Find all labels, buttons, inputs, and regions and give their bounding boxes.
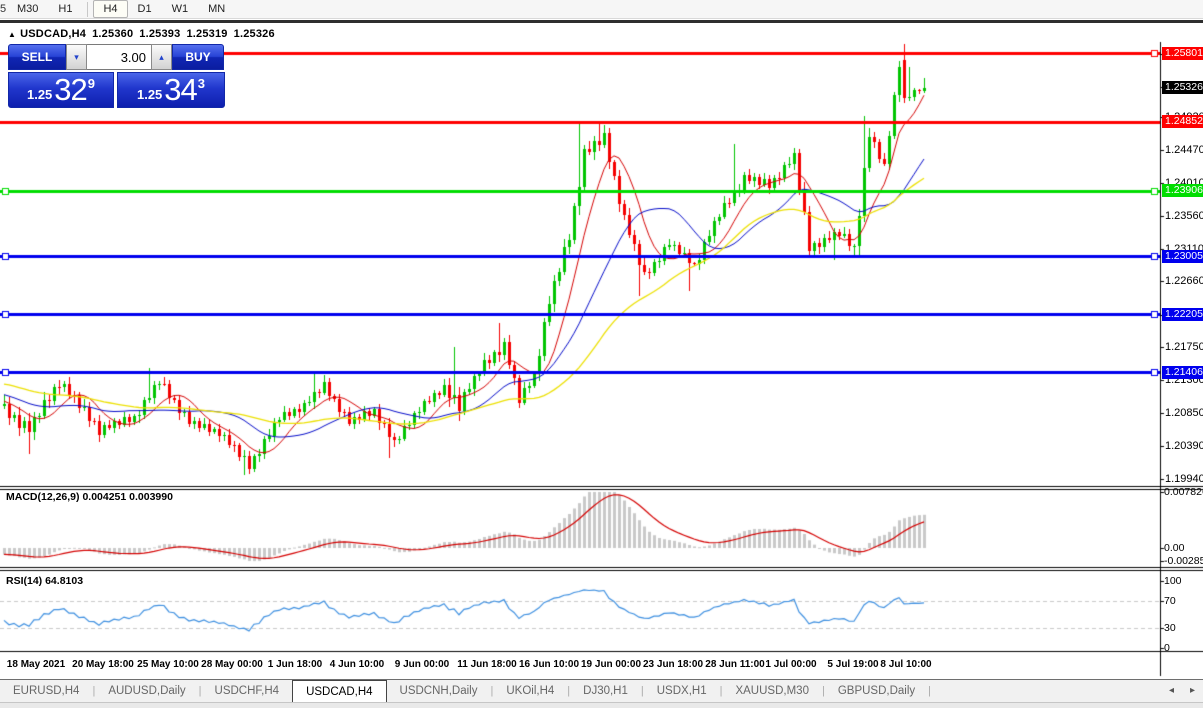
chart-title: ▲ USDCAD,H4 1.25360 1.25393 1.25319 1.25326 [8,28,281,40]
sell-price-prefix: 1.25 [26,87,53,102]
time-axis-label: 4 Jun 10:00 [329,659,385,670]
price-scale-tick: 1.20390 [1165,440,1203,453]
hline-price-label: 1.22205 [1162,307,1203,321]
macd-label: MACD(12,26,9) 0.004251 0.003990 [6,491,173,503]
tab-separator: | [198,685,202,697]
macd-scale-label: 0.007826 [1164,486,1203,498]
triangle-up-icon: ▴ [159,51,164,62]
tab-audusd-daily[interactable]: AUDUSD,Daily [108,685,186,697]
tab-ukoil-h4[interactable]: UKOil,H4 [506,685,555,697]
price-scale-tick: 1.21750 [1165,341,1203,354]
tab-separator: | [719,685,723,697]
symbol-tabbar: EURUSD,H4 | AUDUSD,Daily | USDCHF,H4 USDCAD,H… [0,679,1203,702]
time-axis-label: 18 May 2021 [6,659,66,670]
sell-button[interactable]: SELL [8,44,66,70]
buy-price-big: 34 [164,72,197,107]
tab-separator: | [640,685,644,697]
buy-price-prefix: 1.25 [136,87,163,102]
rsi-scale-label: 70 [1164,595,1176,607]
tab-separator: | [928,685,932,697]
sell-price-big: 32 [54,72,87,107]
tab-separator: | [567,685,571,697]
time-axis-label: 8 Jul 10:00 [880,659,932,670]
tab-usdcnh-daily[interactable]: USDCNH,Daily [399,685,478,697]
time-axis-label: 9 Jun 00:00 [394,659,450,670]
tab-xauusd-m30[interactable]: XAUUSD,M30 [735,685,809,697]
time-axis-label: 11 Jun 18:00 [457,659,517,670]
tabs-scroll-left-icon[interactable]: ◂ [1168,685,1174,696]
time-axis-label: 5 Jul 19:00 [827,659,879,670]
tabbar-nav: ◂ ▸ [1169,679,1195,702]
sell-price-panel[interactable]: 1.25 32 9 [8,72,114,108]
time-axis-label: 16 Jun 10:00 [518,659,580,670]
tab-separator: | [92,685,96,697]
tab-usdx-h1[interactable]: USDX,H1 [656,685,707,697]
price-scale-tick: 1.23560 [1165,209,1203,222]
price-scale-tick: 1.24470 [1165,143,1203,156]
time-axis-label: 23 Jun 18:00 [642,659,704,670]
ohlc-open: 1.25360 [92,28,134,40]
rsi-scale-label: 100 [1164,575,1182,587]
price-scale-tick: 1.22660 [1165,275,1203,288]
price-scale-tick: 1.19940 [1165,473,1203,486]
tab-separator: | [490,685,494,697]
buy-price-pip: 3 [197,76,206,91]
macd-scale-label: -0.002859 [1164,555,1203,567]
time-axis-label: 28 May 00:00 [201,659,263,670]
rsi-label: RSI(14) 64.8103 [6,575,84,587]
hline-price-label: 1.23906 [1162,184,1203,198]
buy-button[interactable]: BUY [172,44,224,70]
time-axis-label: 19 Jun 00:00 [580,659,642,670]
time-axis-label: 20 May 18:00 [72,659,134,670]
volume-increase-button[interactable]: ▴ [151,44,172,70]
tab-usdchf-h4[interactable]: USDCHF,H4 [214,685,280,697]
time-axis-label: 1 Jun 18:00 [267,659,323,670]
hline-price-label: 1.21406 [1162,365,1203,379]
hline-price-label: 1.24852 [1162,115,1203,129]
time-axis-label: 28 Jun 11:00 [705,659,765,670]
tab-usdcad-h4[interactable]: USDCAD,H4 [292,680,387,702]
volume-input[interactable] [87,44,151,70]
price-scale-tick: 1.20850 [1165,406,1203,419]
hline-price-label: 1.25801 [1162,46,1203,60]
rsi-scale-label: 0 [1164,642,1170,654]
ohlc-low: 1.25319 [186,28,228,40]
tab-gbpusd-daily[interactable]: GBPUSD,Daily [837,685,916,697]
tab-dj30-h1[interactable]: DJ30,H1 [583,685,628,697]
triangle-down-icon: ▾ [74,51,79,62]
chart-symbol: USDCAD,H4 [20,28,87,40]
ohlc-close: 1.25326 [233,28,275,40]
current-price-label: 1.25326 [1162,81,1203,95]
macd-scale-label: 0.00 [1164,542,1185,554]
volume-decrease-button[interactable]: ▾ [66,44,87,70]
tabs-scroll-right-icon[interactable]: ▸ [1189,685,1195,696]
buy-price-panel[interactable]: 1.25 34 3 [117,72,225,108]
tab-separator: | [821,685,825,697]
sell-price-pip: 9 [87,76,96,91]
rsi-scale-label: 30 [1164,622,1176,634]
time-axis-label: 1 Jul 00:00 [765,659,817,670]
collapse-icon: ▲ [8,30,17,39]
hline-price-label: 1.23005 [1162,249,1203,263]
time-axis-label: 25 May 10:00 [137,659,199,670]
status-strip [0,702,1203,708]
tab-eurusd-h4[interactable]: EURUSD,H4 [13,685,80,697]
ohlc-high: 1.25393 [139,28,181,40]
